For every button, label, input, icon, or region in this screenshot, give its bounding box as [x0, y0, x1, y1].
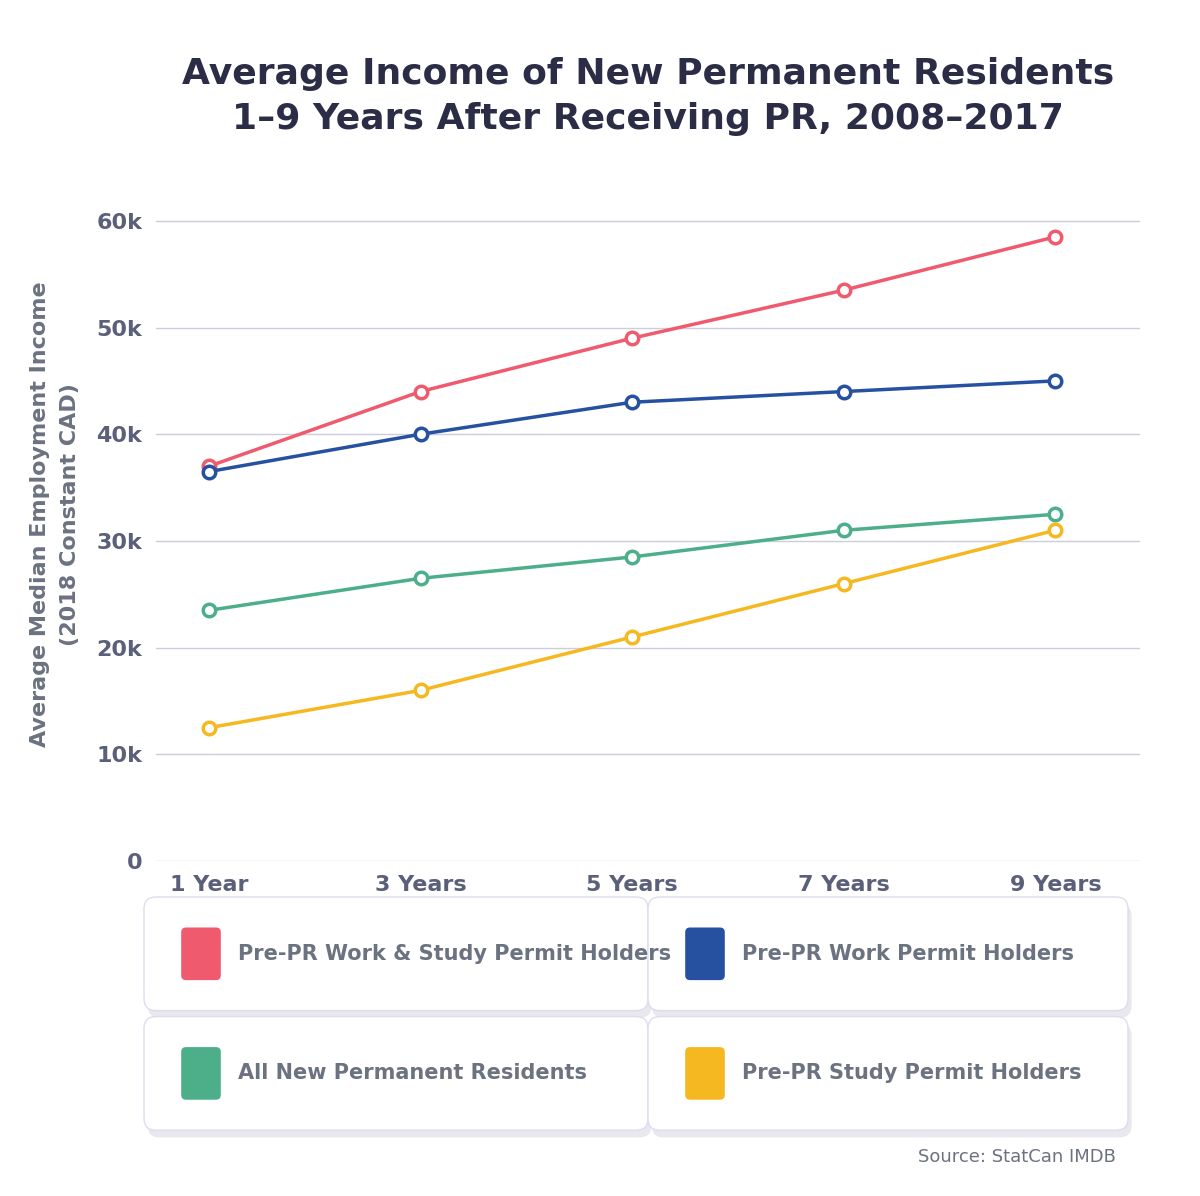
Text: Pre-PR Work Permit Holders: Pre-PR Work Permit Holders [742, 944, 1074, 964]
Text: Source: StatCan IMDB: Source: StatCan IMDB [918, 1148, 1116, 1166]
Text: Pre-PR Study Permit Holders: Pre-PR Study Permit Holders [742, 1063, 1081, 1084]
Text: Pre-PR Work & Study Permit Holders: Pre-PR Work & Study Permit Holders [238, 944, 671, 964]
X-axis label: Time After Receiving PR: Time After Receiving PR [458, 920, 838, 948]
Text: All New Permanent Residents: All New Permanent Residents [238, 1063, 587, 1084]
Y-axis label: Average Median Employment Income
(2018 Constant CAD): Average Median Employment Income (2018 C… [30, 281, 79, 748]
Title: Average Income of New Permanent Residents
1–9 Years After Receiving PR, 2008–201: Average Income of New Permanent Resident… [182, 56, 1114, 135]
